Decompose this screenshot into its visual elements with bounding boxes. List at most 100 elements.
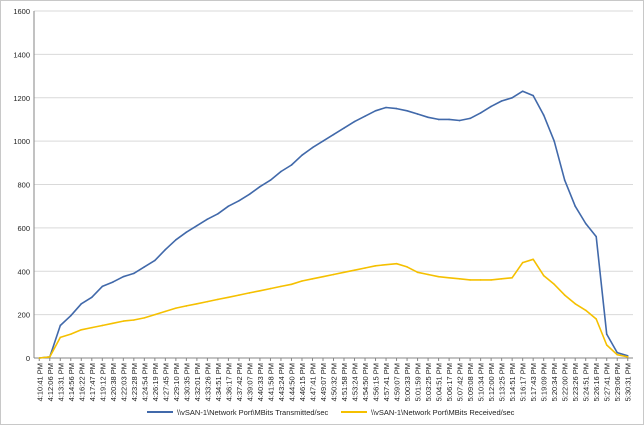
data-point-transmitted [206, 218, 209, 220]
data-point-received [416, 271, 419, 274]
y-tick-label: 0 [26, 354, 30, 363]
data-point-received [154, 313, 156, 316]
x-tick-label: 5:07:42 PM [456, 363, 465, 401]
axes [33, 11, 633, 361]
data-point-received [259, 289, 261, 292]
x-tick-label: 4:22:03 PM [119, 363, 128, 401]
x-tick-label: 4:30:35 PM [182, 363, 191, 401]
data-point-transmitted [290, 164, 293, 166]
x-tick-label: 5:14:51 PM [508, 363, 517, 401]
data-point-received [500, 278, 503, 280]
data-point-received [479, 279, 482, 281]
data-point-received [595, 318, 598, 320]
data-point-transmitted [553, 140, 555, 142]
data-point-transmitted [364, 115, 366, 117]
x-tick-label: 5:04:51 PM [435, 363, 444, 401]
data-point-received [511, 276, 513, 279]
data-point-received [90, 326, 93, 329]
data-point-received [427, 273, 429, 276]
x-tick-label: 4:13:31 PM [56, 363, 65, 401]
x-tick-label: 4:47:41 PM [308, 363, 317, 401]
data-point-transmitted [343, 127, 345, 129]
legend: \\vSAN-1\Network Port\MBits Transmitted/… [147, 408, 515, 417]
data-point-transmitted [175, 239, 177, 241]
x-tick-label: 4:34:51 PM [214, 363, 223, 401]
data-point-transmitted [196, 224, 198, 227]
data-point-transmitted [59, 324, 62, 327]
data-point-received [532, 258, 534, 261]
x-tick-label: 4:41:58 PM [266, 363, 275, 401]
data-point-received [175, 307, 177, 309]
x-tick-label: 4:20:38 PM [109, 363, 118, 401]
data-point-received [122, 320, 125, 322]
data-point-transmitted [122, 275, 125, 278]
data-point-received [437, 275, 440, 278]
data-point-received [385, 263, 387, 266]
data-point-transmitted [532, 94, 534, 97]
data-point-transmitted [500, 100, 503, 102]
data-point-transmitted [448, 118, 450, 121]
x-tick-label: 4:49:07 PM [319, 363, 328, 401]
data-point-transmitted [133, 272, 135, 275]
x-tick-label: 4:14:56 PM [67, 363, 76, 401]
data-point-transmitted [605, 333, 608, 335]
data-point-received [217, 298, 219, 301]
data-point-received [563, 294, 566, 296]
data-point-transmitted [185, 231, 188, 234]
x-tick-label: 4:12:06 PM [46, 363, 55, 401]
data-point-transmitted [416, 113, 419, 115]
data-point-transmitted [301, 154, 303, 157]
data-point-transmitted [164, 248, 167, 251]
y-tick-label: 200 [17, 311, 30, 320]
x-tick-label: 4:19:12 PM [98, 363, 107, 401]
x-tick-label: 4:10:41 PM [35, 363, 44, 401]
x-tick-label: 5:12:00 PM [487, 363, 496, 401]
series-line-transmitted [39, 90, 628, 359]
gridlines [34, 10, 633, 359]
data-point-transmitted [69, 314, 72, 317]
y-tick-label: 1000 [13, 137, 30, 146]
x-tick-label: 5:17:43 PM [529, 363, 538, 401]
x-tick-label: 4:29:10 PM [172, 363, 181, 401]
data-point-received [69, 333, 72, 335]
data-point-transmitted [154, 259, 156, 262]
x-tick-label: 4:43:24 PM [277, 363, 286, 401]
data-point-transmitted [311, 146, 314, 149]
data-point-transmitted [616, 351, 619, 354]
x-tick-label: 4:56:15 PM [372, 363, 381, 401]
x-tick-label: 4:59:07 PM [393, 363, 402, 401]
x-tick-label: 5:27:41 PM [603, 363, 612, 401]
data-point-received [101, 324, 104, 327]
data-point-transmitted [595, 235, 598, 238]
data-point-transmitted [269, 179, 272, 181]
data-point-received [164, 310, 167, 313]
x-tick-label: 5:26:16 PM [592, 363, 601, 401]
x-tick-label: 4:54:50 PM [361, 363, 370, 401]
data-point-received [301, 280, 303, 282]
data-point-transmitted [90, 296, 93, 299]
data-point-transmitted [80, 302, 83, 305]
data-point-received [406, 266, 408, 268]
data-point-received [448, 276, 450, 279]
data-point-received [59, 336, 62, 339]
data-point-received [206, 300, 209, 303]
x-tick-label: 5:03:25 PM [424, 363, 433, 401]
x-tick-label: 5:16:17 PM [519, 363, 528, 401]
data-point-received [80, 329, 83, 331]
y-tick-label: 400 [17, 267, 30, 276]
data-point-received [112, 322, 114, 325]
x-tick-label: 5:23:26 PM [571, 363, 580, 401]
data-point-received [584, 309, 587, 312]
data-point-transmitted [238, 199, 240, 202]
data-point-transmitted [259, 185, 261, 188]
data-point-transmitted [385, 106, 387, 109]
data-point-received [322, 275, 324, 278]
data-point-received [332, 273, 335, 276]
x-tick-label: 4:51:58 PM [340, 363, 349, 401]
x-tick-label: 4:46:15 PM [298, 363, 307, 401]
data-point-received [143, 317, 146, 319]
x-tick-label: 4:16:22 PM [77, 363, 86, 401]
y-tick-label: 600 [17, 224, 30, 233]
data-point-received [290, 283, 293, 286]
data-point-transmitted [395, 107, 398, 110]
